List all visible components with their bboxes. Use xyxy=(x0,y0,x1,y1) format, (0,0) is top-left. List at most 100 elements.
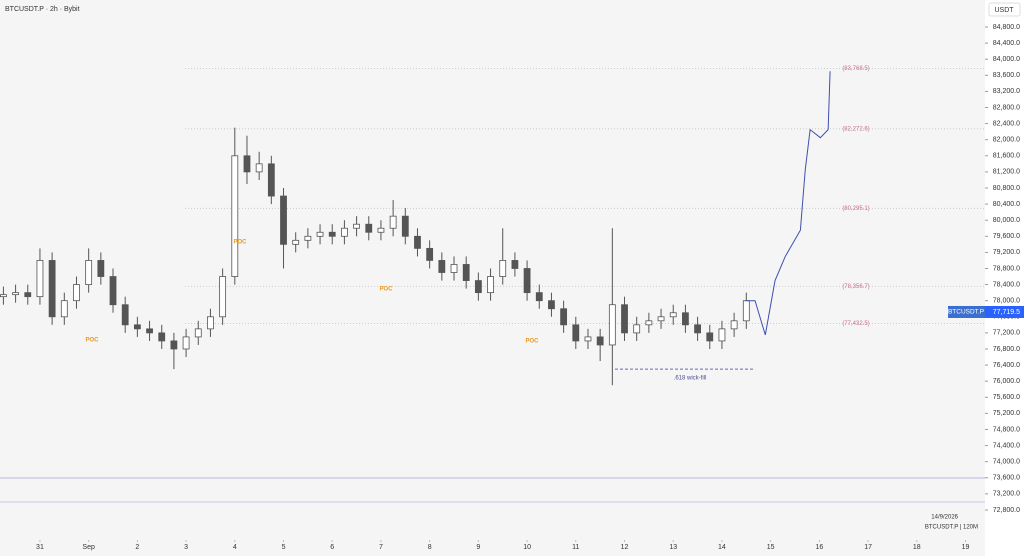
currency[interactable]: USDT xyxy=(994,7,1014,14)
y-tick-label: 74,800.0 xyxy=(993,426,1020,433)
candle-body xyxy=(121,304,129,326)
candle-body xyxy=(231,155,239,277)
wick-fill-label: .618 wick-fill xyxy=(674,376,707,382)
candle-body xyxy=(621,304,628,334)
candle-body xyxy=(608,304,616,346)
candle-body xyxy=(109,276,117,306)
currency-box[interactable] xyxy=(988,2,1021,17)
price-tag-name: BTCUSDT.P xyxy=(948,309,984,316)
candle-body xyxy=(560,308,568,326)
candle-body xyxy=(341,227,348,237)
candle-body xyxy=(596,336,604,346)
y-tick-label: 72,800.0 xyxy=(993,507,1020,514)
y-tick-label: 84,000.0 xyxy=(993,56,1020,63)
candle-body xyxy=(389,215,397,229)
header-title: BTCUSDT.P · 2h · Bybit xyxy=(5,6,80,13)
x-tick-label: 3 xyxy=(184,544,188,551)
y-tick-label: 81,600.0 xyxy=(993,153,1020,160)
x-tick-label: 31 xyxy=(36,544,44,551)
x-tick-label: 2 xyxy=(135,544,139,551)
candle-body xyxy=(0,294,7,298)
price-tag-box xyxy=(985,305,1024,318)
candle-body xyxy=(292,239,300,245)
x-tick-label: 11 xyxy=(572,544,579,551)
x-tick-label: 17 xyxy=(864,544,872,551)
y-tick-label: 84,800.0 xyxy=(993,24,1020,31)
y-tick-label: 80,000.0 xyxy=(993,217,1020,224)
x-tick-label: 14 xyxy=(718,544,726,551)
y-tick-label: 74,400.0 xyxy=(993,442,1020,449)
y-tick-label: 80,800.0 xyxy=(993,185,1020,192)
footer-info: BTCUSDT.P | 120M xyxy=(925,525,978,531)
y-tick-label: 79,200.0 xyxy=(993,249,1020,256)
x-tick-label: 10 xyxy=(523,544,531,551)
candle-body xyxy=(682,312,689,326)
projection-line xyxy=(745,71,831,336)
price-axis-panel xyxy=(985,0,1024,556)
candle-body xyxy=(523,268,531,294)
candle-body xyxy=(657,316,665,322)
y-tick-label: 78,000.0 xyxy=(993,298,1020,305)
x-tick-label: 12 xyxy=(621,544,629,551)
candle-body xyxy=(73,284,80,302)
candle-body xyxy=(401,215,409,237)
level-label: (80,295.1) xyxy=(842,206,869,212)
candle-body xyxy=(304,235,312,241)
y-tick-label: 73,200.0 xyxy=(993,491,1020,498)
x-tick-label: 19 xyxy=(962,544,970,551)
candle-body xyxy=(97,260,105,277)
candle-body xyxy=(414,235,421,249)
y-tick-label: 79,600.0 xyxy=(993,233,1020,240)
x-tick-label: 7 xyxy=(379,544,383,551)
candle-body xyxy=(669,312,677,318)
y-tick-label: 73,600.0 xyxy=(993,475,1020,482)
candle-body xyxy=(219,276,227,318)
x-tick-label: 18 xyxy=(913,544,921,551)
x-tick-label: 15 xyxy=(767,544,775,551)
candle-body xyxy=(499,260,507,277)
y-tick-label: 76,800.0 xyxy=(993,346,1020,353)
footer-date: 14/9/2026 xyxy=(931,515,958,521)
y-tick-label: 82,000.0 xyxy=(993,137,1020,144)
candle-body xyxy=(12,292,19,296)
y-tick-label: 82,800.0 xyxy=(993,104,1020,111)
y-tick-label: 75,600.0 xyxy=(993,394,1020,401)
candle-body xyxy=(584,336,592,342)
candle-body xyxy=(511,260,519,269)
y-tick-label: 77,200.0 xyxy=(993,330,1020,337)
candle-body xyxy=(158,332,166,342)
x-tick-label: 6 xyxy=(330,544,334,551)
x-tick-label: 16 xyxy=(815,544,823,551)
candle-body xyxy=(365,223,373,233)
y-tick-label: 82,400.0 xyxy=(993,120,1020,127)
price-tag-name-box xyxy=(948,305,985,318)
candle-body xyxy=(462,264,470,281)
candle-body xyxy=(182,336,190,350)
poc-label: POC xyxy=(525,339,539,345)
level-label: (78,356.7) xyxy=(842,284,869,290)
candle-body xyxy=(730,320,738,330)
y-tick-label: 76,000.0 xyxy=(993,378,1020,385)
candle-body xyxy=(718,328,726,342)
y-tick-label: 78,800.0 xyxy=(993,265,1020,272)
y-tick-label: 75,200.0 xyxy=(993,410,1020,417)
poc-label: POC xyxy=(233,240,247,246)
y-tick-label: 80,400.0 xyxy=(993,201,1020,208)
candle-body xyxy=(377,227,385,233)
candle-body xyxy=(48,260,56,318)
candle-body xyxy=(60,300,68,318)
price-tag-value: 77,719.5 xyxy=(993,309,1020,316)
y-tick-label: 83,200.0 xyxy=(993,88,1020,95)
x-tick-label: 5 xyxy=(282,544,286,551)
x-tick-label: 13 xyxy=(669,544,677,551)
poc-label: POC xyxy=(85,338,99,344)
candle-body xyxy=(170,340,178,350)
candle-body xyxy=(438,260,446,273)
x-tick-label: Sep xyxy=(82,544,95,551)
candle-body xyxy=(146,328,153,334)
x-tick-label: 8 xyxy=(428,544,432,551)
y-tick-label: 81,200.0 xyxy=(993,169,1020,176)
candle-body xyxy=(280,195,287,245)
y-tick-label: 78,400.0 xyxy=(993,281,1020,288)
